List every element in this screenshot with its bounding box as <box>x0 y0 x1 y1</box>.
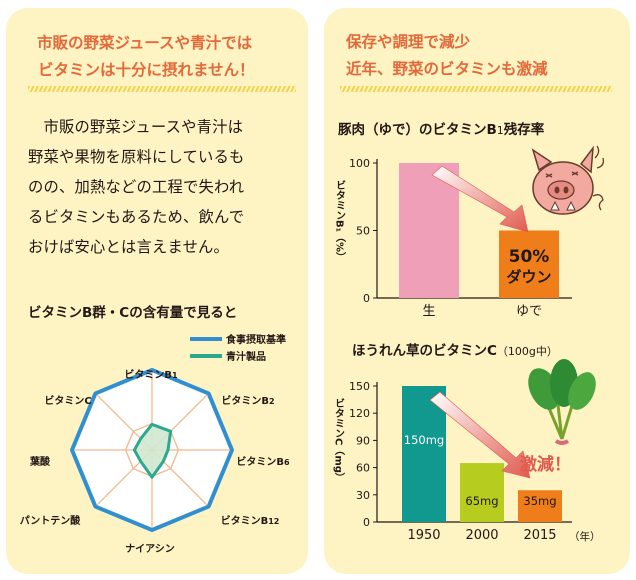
chart2-annotation: 激減！ <box>520 454 571 475</box>
x-tick-label: 1950 <box>407 528 440 543</box>
y-tick-label: 100 <box>349 157 370 170</box>
chart1-title-end: 残存率 <box>503 122 545 138</box>
spinach-icon <box>528 359 596 445</box>
right-heading-stripe <box>340 86 612 92</box>
chart2-title: ほうれん草のビタミンC（100g中） <box>352 339 558 359</box>
chart1-annotation-down: ダウン <box>506 268 551 286</box>
radar-axis-label: ナイアシン <box>125 543 175 555</box>
x-tick-label: 生 <box>422 304 435 319</box>
chart1-title: 豚肉（ゆで）のビタミンB1残存率 <box>338 118 544 138</box>
radar-axis-label: ビタミンC <box>44 394 91 407</box>
left-heading-stripe <box>28 86 296 92</box>
x-tick-label: 2015 <box>523 528 556 543</box>
radar-axis-label: パントテン酸 <box>20 514 81 527</box>
y-tick-label: 30 <box>356 489 370 502</box>
chart2-title-main: ほうれん草のビタミンC <box>352 343 497 359</box>
bar-2000 <box>460 463 504 522</box>
right-heading-line-1: 保存や調理で減少 <box>346 33 471 51</box>
chart2-title-note: （100g中） <box>496 345 558 358</box>
chart1-ylabel: ビタミンB₁（%） <box>334 179 347 262</box>
legend-standard-label: 食事摂取基準 <box>225 333 286 346</box>
radar-axis-label: ビタミンB1 <box>124 368 178 381</box>
chart1-arrow <box>431 165 529 233</box>
chart1-annotation-percent: 50% <box>509 247 550 267</box>
pork-vitamin-b1-chart: 0 50 100 生 ゆで 50%ダウン <box>349 157 572 319</box>
y-tick-label: 60 <box>356 462 370 475</box>
chart1-title-main: 豚肉（ゆで）のビタミンB <box>338 122 497 138</box>
radar-axis-label: ビタミンB6 <box>236 455 290 468</box>
bar-value-label: 65mg <box>465 494 498 508</box>
bar-1950 <box>402 386 446 522</box>
legend-product-label: 青汁製品 <box>226 350 266 363</box>
bar-ゆで <box>499 230 559 298</box>
x-tick-label: ゆで <box>516 304 542 319</box>
x-tick-label: 2000 <box>465 528 498 543</box>
pig-icon <box>531 145 605 215</box>
bar-2015 <box>518 490 562 522</box>
chart2-arrow <box>429 391 531 479</box>
radar-axis-label: ビタミンB2 <box>221 394 274 407</box>
chart2-ylabel: ビタミンC（mg） <box>333 397 346 483</box>
bar-value-label: 150mg <box>404 433 444 447</box>
chart2-year-unit: （年） <box>569 530 601 543</box>
radar-axis-label: 葉酸 <box>29 455 51 468</box>
y-tick-label: 50 <box>356 225 370 238</box>
right-heading-line-2: 近年、野菜のビタミンも激減 <box>346 60 548 78</box>
bar-生 <box>399 163 459 298</box>
radar-axis-label: ビタミンB12 <box>221 514 280 527</box>
y-tick-label: 150 <box>349 380 370 393</box>
bar-value-label: 35mg <box>523 494 556 508</box>
left-body-text: 市販の野菜ジュースや青汁は 野菜や果物を原料にしているも のの、加熱などの工程で… <box>28 118 245 256</box>
radar-series-product <box>132 422 173 479</box>
y-tick-label: 0 <box>363 516 370 529</box>
radar-title: ビタミンB群・Cの含有量で見ると <box>28 305 238 321</box>
left-heading-line-2: ビタミンは十分に摂れません！ <box>38 61 255 79</box>
spinach-vitamin-c-chart: 0 30 60 90 120 150 1950 150mg 2000 65mg 2015 35mg <box>349 380 572 543</box>
chart1-title-sub: 1 <box>496 124 504 137</box>
y-tick-label: 0 <box>363 292 370 305</box>
y-tick-label: 90 <box>356 434 370 447</box>
left-heading-line-1: 市販の野菜ジュースや青汁では <box>37 34 253 52</box>
y-tick-label: 120 <box>349 407 370 420</box>
radar-chart: ビタミンB1 ビタミンB2 ビタミンB6 ビタミンB12 ナイアシン パントテン酸 葉酸 ビタ… <box>20 368 290 555</box>
